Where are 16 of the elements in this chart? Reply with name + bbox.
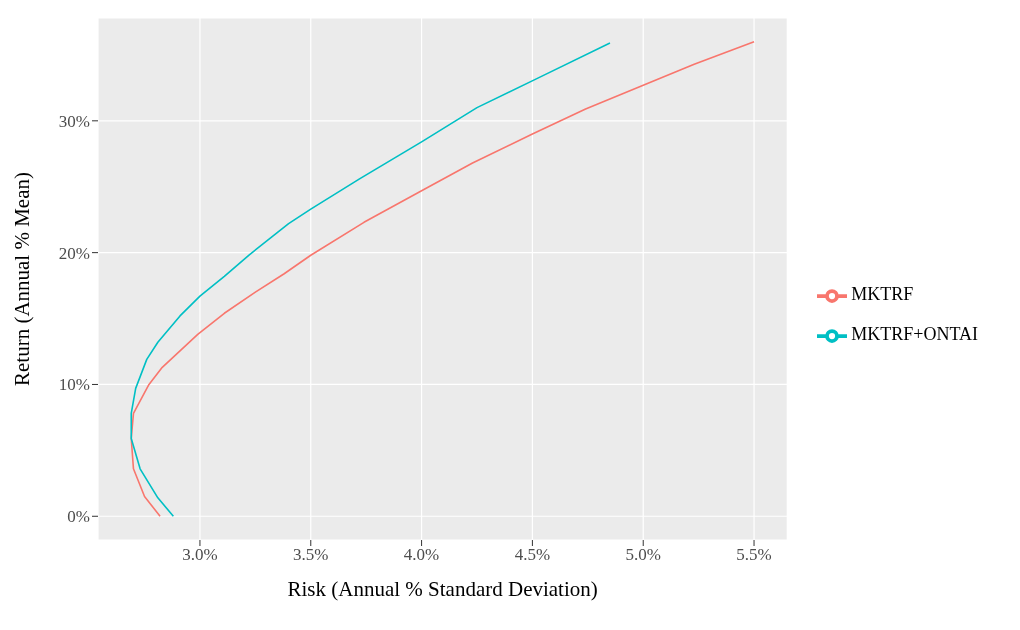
- y-tick-label: 10%: [58, 375, 90, 395]
- y-tick-label: 0%: [67, 507, 90, 527]
- line-series: [130, 42, 611, 518]
- y-tick-label: 30%: [58, 111, 90, 131]
- x-tick-label: 3.5%: [293, 545, 329, 565]
- x-tick-label: 4.5%: [514, 545, 551, 565]
- x-tick-label: 3.0%: [182, 545, 218, 565]
- x-tick-label: 5.5%: [736, 545, 772, 565]
- x-tick-label: 4.0%: [403, 545, 440, 565]
- legend-label: MKTRF+ONTAI: [851, 324, 978, 344]
- legend-label: MKTRF: [851, 284, 914, 304]
- y-tick-label: 20%: [58, 243, 90, 263]
- x-tick-label: 5.0%: [625, 545, 661, 565]
- x-axis-title: Risk (Annual % Standard Deviation): [287, 577, 598, 601]
- y-axis-title: Return (Annual % Mean): [10, 171, 35, 387]
- line-series: [130, 40, 755, 518]
